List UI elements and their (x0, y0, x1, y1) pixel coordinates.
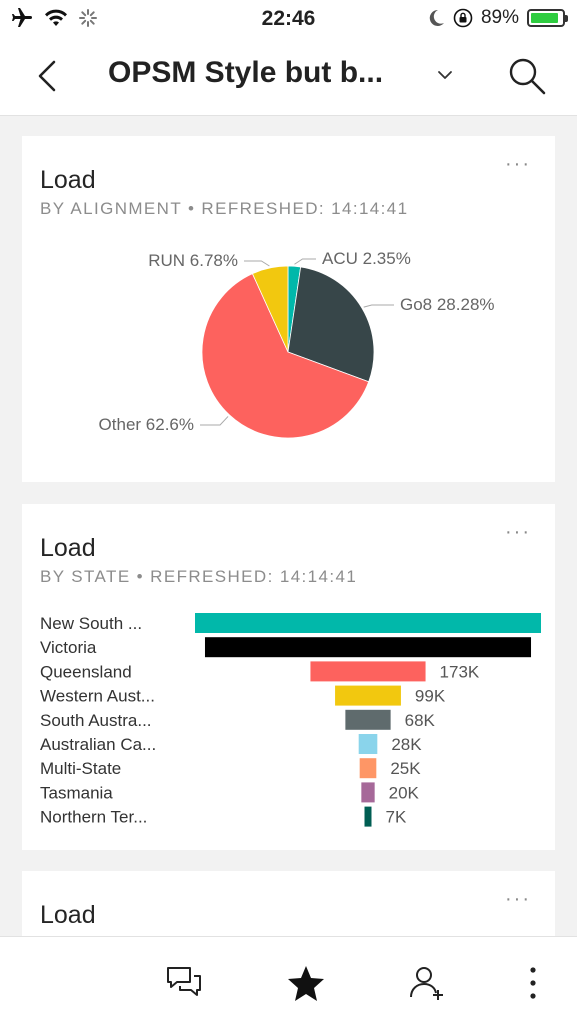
pie-leader-line (294, 258, 316, 265)
funnel-bar[interactable] (359, 758, 377, 779)
funnel-bar[interactable] (310, 661, 426, 682)
tile-title: Load (40, 534, 96, 562)
pie-slice-other[interactable] (201, 273, 370, 439)
pie-data-label: ACU 2.35% (322, 249, 411, 268)
bar-value-label: 173K (440, 662, 480, 681)
category-label: Australian Ca... (40, 735, 156, 754)
pie-data-label: Other 62.6% (99, 415, 194, 434)
tile-load-by-alignment[interactable]: Load BY ALIGNMENT • REFRESHED: 14:14:41 … (22, 136, 555, 482)
funnel-bar[interactable] (204, 637, 532, 658)
title-dropdown-button[interactable] (434, 64, 456, 86)
funnel-chart: New South ... Victoria Queensland 173K Weste… (40, 613, 541, 827)
tile-subtitle: BY ALIGNMENT • REFRESHED: 14:14:41 (40, 199, 409, 218)
pie-leader-line (244, 260, 270, 267)
battery-icon (527, 9, 568, 27)
funnel-bar[interactable] (195, 613, 541, 633)
favorite-button[interactable] (284, 961, 328, 1005)
funnel-bar[interactable] (364, 806, 372, 827)
invite-button[interactable] (406, 961, 450, 1005)
status-left (10, 6, 98, 30)
category-label: Northern Ter... (40, 808, 147, 827)
tile-title: Load (40, 901, 96, 929)
tile-title: Load (40, 166, 96, 194)
status-bar: 22:46 89% (0, 0, 577, 38)
category-label: Western Aust... (40, 687, 155, 706)
chevron-down-icon (438, 71, 452, 79)
bottom-toolbar (0, 936, 577, 1024)
tile-subtitle: BY STATE • REFRESHED: 14:14:41 (40, 567, 358, 586)
more-options-button[interactable] (511, 961, 555, 1005)
status-time: 22:46 (261, 7, 316, 30)
moon-icon (429, 9, 444, 26)
page-title[interactable]: OPSM Style but b... (108, 56, 384, 89)
bar-value-label: 20K (389, 783, 420, 802)
pie-leader-line (200, 416, 229, 426)
search-button[interactable] (505, 54, 549, 98)
category-label: South Austra... (40, 711, 152, 730)
category-label: New South ... (40, 614, 142, 633)
more-vertical-icon (530, 967, 536, 999)
category-label: Tasmania (40, 783, 113, 802)
funnel-bar[interactable] (358, 734, 378, 754)
pie-leader-line (363, 304, 394, 308)
comments-icon (167, 967, 201, 996)
wifi-icon (45, 9, 67, 26)
loading-spinner-icon (79, 9, 97, 27)
funnel-bar[interactable] (335, 685, 401, 706)
tile-load-by-state[interactable]: Load BY STATE • REFRESHED: 14:14:41 ··· … (22, 504, 555, 850)
funnel-bar[interactable] (345, 709, 391, 730)
search-icon (509, 58, 546, 95)
chevron-left-icon (38, 60, 56, 92)
bar-value-label: 25K (390, 759, 421, 778)
comments-button[interactable] (162, 961, 206, 1005)
battery-percent: 89% (480, 7, 519, 28)
add-user-icon (410, 967, 443, 1000)
funnel-bar[interactable] (361, 782, 375, 803)
status-right: 89% (429, 7, 568, 29)
back-button[interactable] (30, 54, 70, 98)
app-header: OPSM Style but b... (0, 38, 577, 116)
category-label: Victoria (40, 638, 97, 657)
bar-value-label: 7K (386, 808, 407, 827)
pie-chart: ACU 2.35% Go8 28.28% Other 62.6% RUN 6.78% (99, 249, 495, 439)
bar-value-label: 68K (405, 711, 436, 730)
orientation-lock-icon (453, 8, 473, 28)
favorite-star-icon (288, 966, 324, 1001)
tile-more-button[interactable]: ··· (505, 521, 531, 543)
category-label: Queensland (40, 662, 132, 681)
bar-value-label: 99K (415, 687, 446, 706)
category-label: Multi-State (40, 759, 121, 778)
pie-data-label: RUN 6.78% (148, 251, 238, 270)
bar-value-label: 28K (391, 735, 422, 754)
pie-data-label: Go8 28.28% (400, 295, 495, 314)
airplane-icon (12, 8, 32, 27)
pie-slice-run[interactable] (251, 265, 289, 353)
tile-more-button[interactable]: ··· (505, 153, 531, 175)
tile-more-button[interactable]: ··· (505, 888, 531, 910)
pie-slice-go8[interactable] (287, 266, 375, 383)
battery-fill (531, 13, 558, 23)
